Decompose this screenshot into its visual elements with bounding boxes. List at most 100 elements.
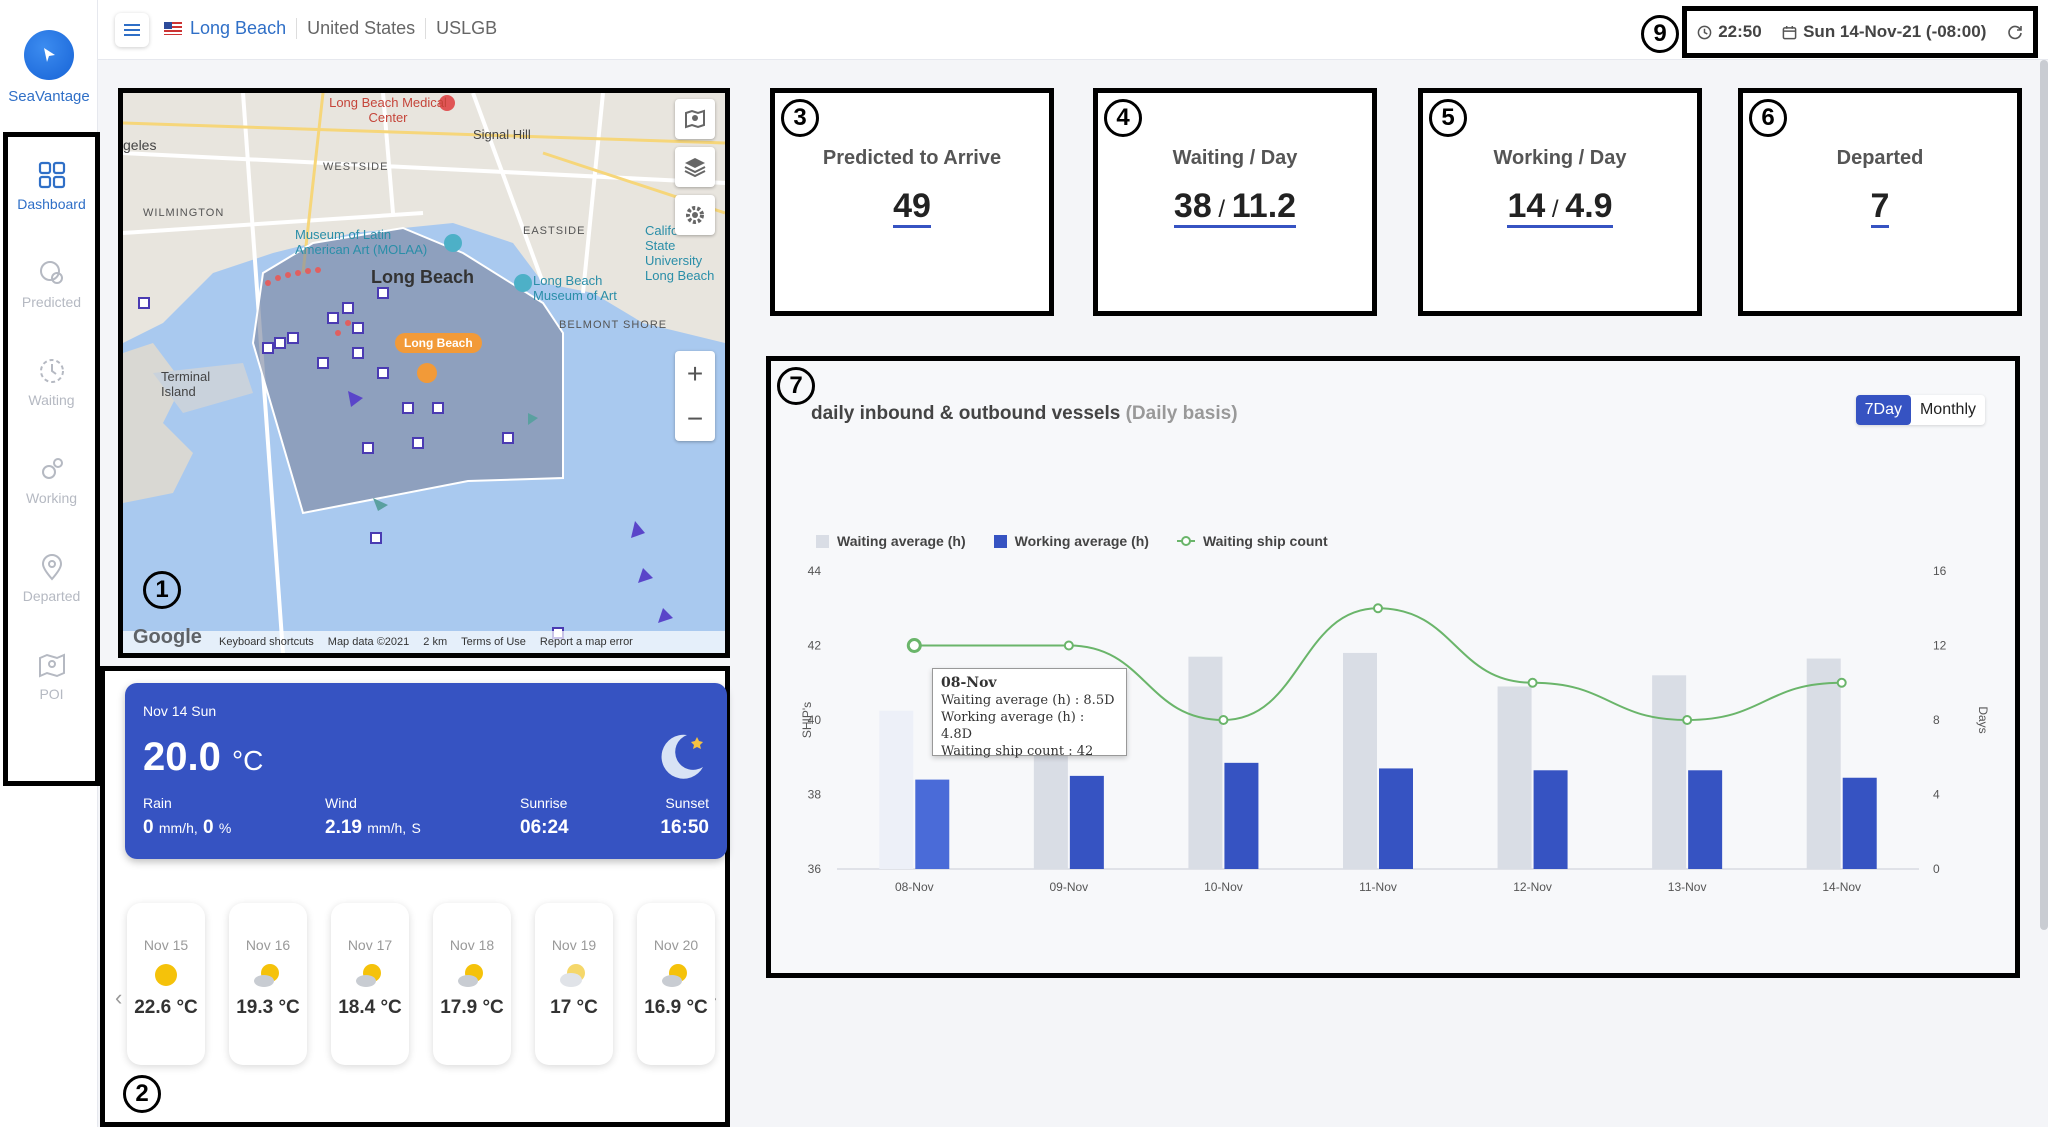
bar-working-avg [1842,777,1877,869]
card-departed[interactable]: Departed 7 6 [1738,88,2022,316]
breadcrumb-port[interactable]: Long Beach [190,18,287,38]
today-date: Nov 14 Sun [143,703,217,719]
legend-waiting-avg[interactable]: Waiting average (h) [816,533,966,549]
card-waiting[interactable]: Waiting / Day 38 / 11.2 4 [1093,88,1377,316]
toggle-monthly[interactable]: Monthly [1919,401,1976,418]
x-tick-label: 14-Nov [1822,880,1861,894]
breadcrumb-code: USLGB [425,18,507,39]
zoom-out-button[interactable]: − [686,402,704,434]
hamburger-icon [124,24,140,36]
x-tick-label: 09-Nov [1050,880,1089,894]
annotation-marker: 5 [1429,99,1467,137]
y-tick-label: 38 [808,788,822,802]
x-tick-label: 08-Nov [895,880,934,894]
toggle-7day[interactable]: 7Day [1855,395,1911,425]
annotation-marker: 3 [781,99,819,137]
map-layers-button[interactable] [675,147,715,187]
map-data-text: Map data ©2021 [327,636,410,648]
card-value[interactable]: 14 / 4.9 [1507,187,1613,229]
clock-bar: 22:50 Sun 14-Nov-21 (-08:00) [1682,6,2038,58]
keyboard-shortcuts-link[interactable]: Keyboard shortcuts [219,636,314,648]
card-label: Predicted to Arrive [822,147,1002,169]
y2-axis-title: Days [1976,706,1990,733]
map-label-hospital: Long Beach Medical Center [329,95,447,125]
header: Long Beach United States USLGB 22:50 Sun… [98,0,2048,60]
zoom-in-button[interactable]: + [686,357,704,389]
menu-button[interactable] [115,13,149,47]
sidebar: SeaVantage Dashboard Predicted Waiting W… [0,0,100,1127]
annotation-marker: 4 [1104,99,1142,137]
bar-waiting-avg [1497,686,1532,869]
annotation-marker: 6 [1749,99,1787,137]
bar-waiting-avg [879,710,914,869]
x-tick-label: 13-Nov [1668,880,1707,894]
bar-waiting-avg [1652,675,1687,869]
sidebar-item-poi[interactable]: POI [8,627,95,725]
working-icon [41,458,63,479]
y-tick-label: 44 [808,564,822,578]
y2-tick-label: 16 [1933,564,1947,578]
card-value[interactable]: 49 [893,187,931,229]
forecast-list: Nov 15 22.6 °C Nov 16 19.3 °C Nov 17 18.… [127,903,715,1065]
wind-stat: Wind 2.19 mm/h, S [325,795,421,838]
annotation-marker: 7 [777,367,815,405]
map-label-wilmington: WILMINGTON [143,207,225,219]
bar-waiting-avg [1188,656,1223,869]
calendar-icon [1782,25,1797,39]
sidebar-item-dashboard[interactable]: Dashboard [8,137,95,235]
port-map[interactable]: Long Beach Long Beach Long Beach Medical… [118,88,730,658]
brand-name: SeaVantage [8,88,90,105]
card-value[interactable]: 38 / 11.2 [1173,187,1297,229]
terms-link[interactable]: Terms of Use [461,636,526,648]
clock-icon [1697,25,1712,39]
x-tick-label: 11-Nov [1359,880,1397,894]
sidebar-item-waiting[interactable]: Waiting [8,333,95,431]
weather-panel: Nov 14 Sun 20.0 °C Rain 0 mm/h, 0 % Wind… [100,666,730,1127]
map-label-terminal: Terminal Island [161,369,211,399]
map-icon [685,109,705,129]
refresh-icon[interactable] [2007,24,2023,40]
legend-ship-count[interactable]: Waiting ship count [1176,533,1328,549]
poi-icon [38,653,65,678]
period-toggle: 7Day Monthly [1855,395,1985,425]
y2-tick-label: 4 [1933,788,1940,802]
sidebar-item-label: Departed [22,588,81,604]
sidebar-item-working[interactable]: Working [8,431,95,529]
map-style-button[interactable] [675,99,715,139]
us-flag-icon [164,22,182,35]
card-working[interactable]: Working / Day 14 / 4.9 5 [1418,88,1702,316]
card-label: Waiting / Day [1172,147,1298,169]
map-footer: Keyboard shortcuts Map data ©2021 2 km T… [123,631,725,653]
google-logo: Google [133,626,202,648]
y-tick-label: 42 [808,639,822,653]
today-temperature: 20.0 °C [143,735,264,779]
card-value[interactable]: 7 [1870,187,1890,229]
annotation-marker: 9 [1641,15,1679,53]
card-predicted[interactable]: Predicted to Arrive 49 3 [770,88,1054,316]
sidebar-item-label: POI [39,686,64,702]
bar-working-avg [915,779,950,869]
card-label: Departed [1836,147,1924,169]
page-scrollbar[interactable] [2040,60,2048,930]
legend-working-avg[interactable]: Working average (h) [993,533,1149,549]
brand[interactable]: SeaVantage [0,30,98,105]
sidebar-item-predicted[interactable]: Predicted [8,235,95,333]
sunset-stat: Sunset 16:50 [660,795,709,838]
forecast-prev-button[interactable]: ‹ [115,985,123,1010]
x-tick-label: 12-Nov [1513,880,1552,894]
y-tick-label: 40 [808,713,822,727]
sidebar-item-departed[interactable]: Departed [8,529,95,627]
map-settings-button[interactable] [675,195,715,235]
map-label-museum: Long Beach Museum of Art [533,273,617,303]
bar-working-avg [1688,770,1723,869]
point-ship-count [906,638,922,653]
map-label-pin[interactable]: Long Beach [395,333,482,353]
y2-tick-label: 8 [1933,713,1940,727]
local-date: Sun 14-Nov-21 (-08:00) [1782,22,1986,42]
report-link[interactable]: Report a map error [539,636,633,648]
moon-icon [661,734,703,779]
forecast-day: Nov 17 18.4 °C [331,903,409,1065]
point-ship-count [1218,715,1229,725]
point-ship-count [1836,677,1847,688]
sidebar-nav: Dashboard Predicted Waiting Working Depa… [3,132,100,786]
